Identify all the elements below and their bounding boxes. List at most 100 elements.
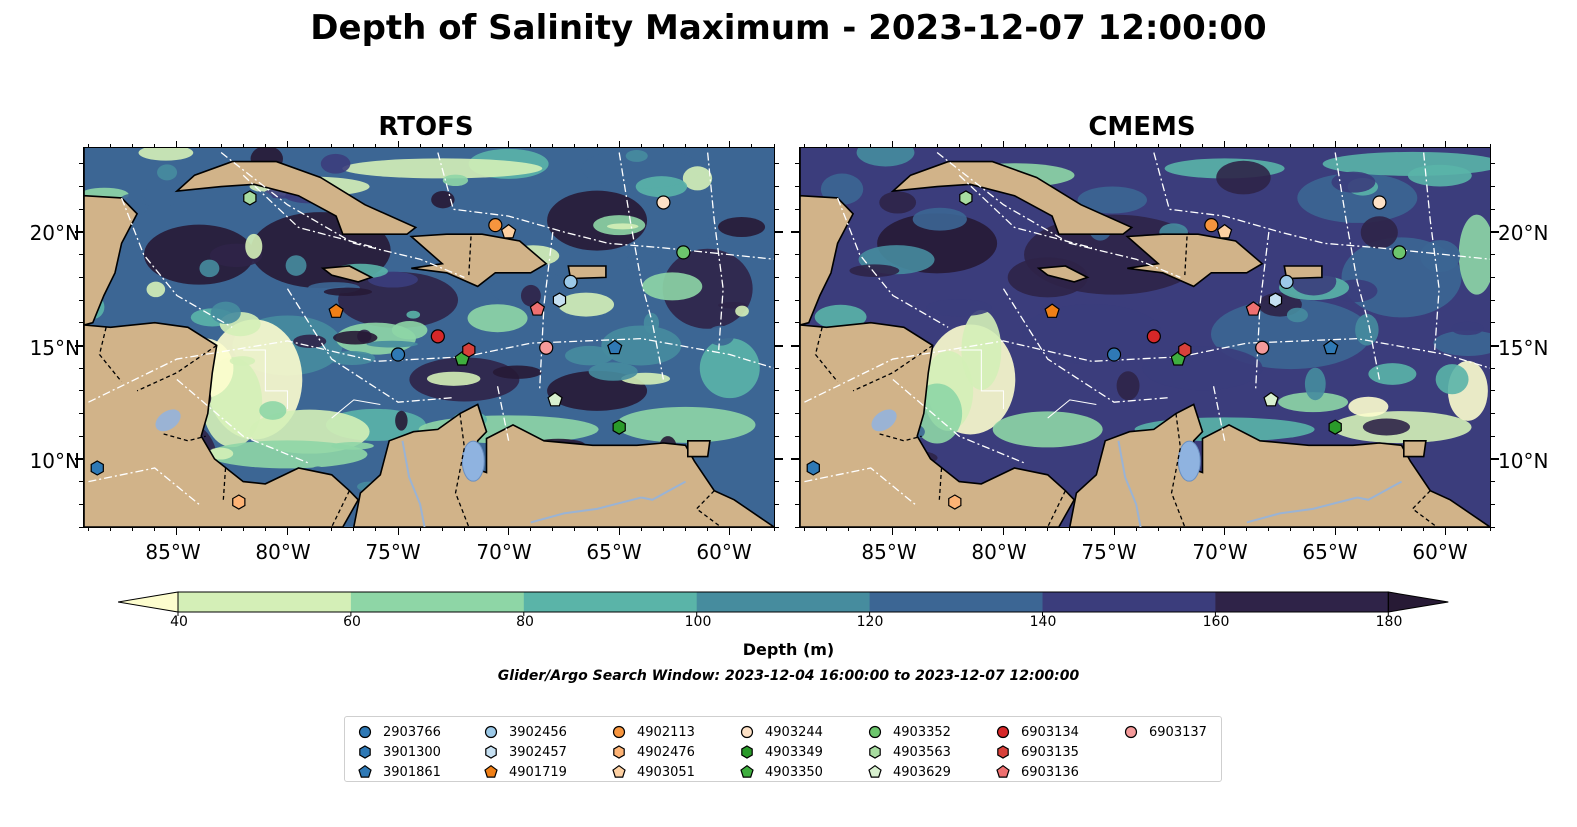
axis-tick xyxy=(729,141,731,147)
float-marker-4903051 xyxy=(500,223,517,239)
axis-tick xyxy=(1423,144,1425,147)
float-marker-4903629 xyxy=(1263,391,1279,407)
axis-tick xyxy=(751,144,753,147)
lat-label-10n-left: 10°N xyxy=(29,449,80,473)
axis-tick xyxy=(75,231,83,234)
colorbar xyxy=(118,591,1449,616)
axis-tick xyxy=(795,367,799,369)
axis-tick xyxy=(1445,528,1447,535)
axis-tick xyxy=(1489,144,1491,147)
axis-tick xyxy=(803,144,805,147)
lon-label-85w-left: 85°W xyxy=(145,540,201,564)
axis-tick xyxy=(1334,528,1336,535)
axis-tick xyxy=(1491,254,1495,256)
axis-tick xyxy=(486,144,487,147)
colorbar-segment xyxy=(1215,592,1389,612)
axis-tick xyxy=(486,528,487,531)
circle-marker-icon xyxy=(1124,725,1138,739)
legend-item-4902476: 4902476 xyxy=(611,742,695,762)
circle-marker-icon xyxy=(740,725,754,739)
axis-tick xyxy=(1491,435,1495,437)
float-legend: 2903766 3901300 3901861 3902456 3902457 49017… xyxy=(344,716,1222,782)
axis-tick xyxy=(110,528,112,531)
colorbar-tick: 140 xyxy=(1029,614,1057,630)
axis-tick xyxy=(795,163,799,165)
colorbar-segment xyxy=(523,592,698,612)
axis-tick xyxy=(463,528,465,531)
lon-label-70w-right: 70°W xyxy=(1192,540,1248,564)
axis-tick xyxy=(775,413,779,415)
panel-title-cmems: CMEMS xyxy=(1088,112,1196,142)
axis-tick xyxy=(79,526,83,528)
axis-tick xyxy=(87,144,89,147)
axis-tick xyxy=(508,141,510,147)
axis-tick xyxy=(795,254,799,256)
axis-tick xyxy=(1091,144,1093,147)
rtofs-map-canvas xyxy=(84,148,774,527)
legend-item-4902113: 4902113 xyxy=(611,722,695,742)
float-marker-4902476 xyxy=(232,494,246,510)
colorbar-segment xyxy=(1042,592,1216,612)
float-marker-4902113 xyxy=(1204,218,1219,233)
axis-tick xyxy=(914,528,916,531)
lon-label-70w-left: 70°W xyxy=(476,540,532,564)
axis-tick xyxy=(775,344,783,347)
axis-tick xyxy=(1378,528,1380,531)
axis-tick xyxy=(220,528,222,531)
axis-tick xyxy=(441,528,443,531)
float-marker-4901719 xyxy=(328,303,344,318)
axis-tick xyxy=(353,528,355,531)
float-marker-3901300 xyxy=(90,460,104,476)
legend-label: 3902456 xyxy=(509,724,567,740)
float-marker-6903137 xyxy=(539,340,554,355)
axis-tick xyxy=(1113,141,1115,147)
cmems-map-canvas xyxy=(800,148,1490,527)
circle-marker-icon xyxy=(358,725,372,739)
panel-title-rtofs: RTOFS xyxy=(378,112,474,142)
hexagon-marker-icon xyxy=(485,745,497,759)
axis-tick xyxy=(220,144,222,147)
axis-tick xyxy=(1224,528,1226,535)
axis-tick xyxy=(552,144,554,147)
axis-tick xyxy=(1491,231,1499,234)
axis-tick xyxy=(79,413,83,415)
colorbar-tick: 60 xyxy=(343,614,361,630)
axis-tick xyxy=(795,503,799,505)
axis-tick xyxy=(980,528,982,531)
axis-tick xyxy=(176,141,178,147)
pentagon-marker-icon xyxy=(358,764,372,778)
float-marker-4902113 xyxy=(488,218,503,233)
axis-tick xyxy=(132,144,134,147)
legend-item-4903350: 4903350 xyxy=(739,762,823,782)
float-marker-6903136 xyxy=(1245,301,1262,316)
axis-tick xyxy=(1491,526,1495,528)
axis-tick xyxy=(936,144,938,147)
axis-tick xyxy=(530,528,532,531)
axis-tick xyxy=(775,367,779,369)
float-marker-2903766 xyxy=(1106,347,1122,362)
axis-tick xyxy=(1491,208,1495,210)
float-marker-4903349 xyxy=(612,419,626,435)
float-marker-3902456 xyxy=(563,274,578,289)
legend-label: 6903135 xyxy=(1021,744,1079,760)
axis-tick xyxy=(1491,299,1495,301)
legend-label: 4903350 xyxy=(765,764,823,780)
colorbar-tick: 160 xyxy=(1202,614,1230,630)
colorbar-tick: 180 xyxy=(1375,614,1403,630)
search-window-subtitle: Glider/Argo Search Window: 2023-12-04 16… xyxy=(497,668,1080,684)
legend-label: 4903051 xyxy=(637,764,695,780)
axis-tick xyxy=(397,141,399,147)
axis-tick xyxy=(1002,141,1004,147)
axis-tick xyxy=(1202,528,1203,531)
axis-tick xyxy=(775,481,779,483)
hexagon-marker-icon xyxy=(869,745,881,759)
float-marker-2903766 xyxy=(390,347,406,362)
axis-tick xyxy=(1025,144,1027,147)
legend-item-4903629: 4903629 xyxy=(867,762,951,782)
axis-tick xyxy=(79,481,83,483)
legend-item-6903136: 6903136 xyxy=(995,762,1079,782)
axis-tick xyxy=(1135,144,1137,147)
legend-label: 4902113 xyxy=(637,724,695,740)
axis-tick xyxy=(1445,141,1447,147)
axis-tick xyxy=(264,528,266,531)
